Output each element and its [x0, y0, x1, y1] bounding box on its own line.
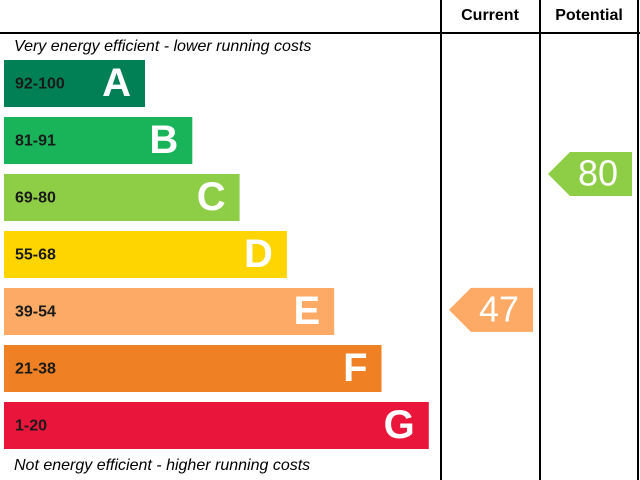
band-letter: E: [294, 289, 321, 333]
band-range: 55-68: [15, 247, 56, 264]
band-letter: G: [384, 403, 415, 447]
band-bar: [4, 174, 240, 221]
bottom-label: Not energy efficient - higher running co…: [14, 457, 310, 474]
band-bar: [4, 117, 193, 164]
band-letter: A: [102, 61, 131, 105]
rating-value: 47: [479, 288, 519, 329]
band-range: 1-20: [15, 418, 47, 435]
band-range: 39-54: [15, 304, 56, 321]
rating-arrow: [548, 152, 632, 196]
header-potential: Potential: [555, 7, 623, 24]
band-bar: [4, 402, 429, 449]
band-letter: F: [343, 346, 367, 390]
band-bar: [4, 345, 382, 392]
rating-value: 80: [578, 153, 618, 194]
rating-arrow: [449, 287, 533, 332]
band-bar: [4, 60, 145, 107]
band-bar: [4, 288, 335, 335]
band-range: 21-38: [15, 361, 56, 378]
band-bar: [4, 231, 287, 278]
header-current: Current: [461, 7, 519, 24]
band-letter: B: [149, 118, 178, 162]
band-letter: D: [244, 232, 273, 276]
top-label: Very energy efficient - lower running co…: [14, 38, 311, 55]
band-range: 92-100: [15, 76, 65, 93]
band-range: 69-80: [15, 190, 56, 207]
band-letter: C: [197, 175, 226, 219]
band-range: 81-91: [15, 133, 56, 150]
